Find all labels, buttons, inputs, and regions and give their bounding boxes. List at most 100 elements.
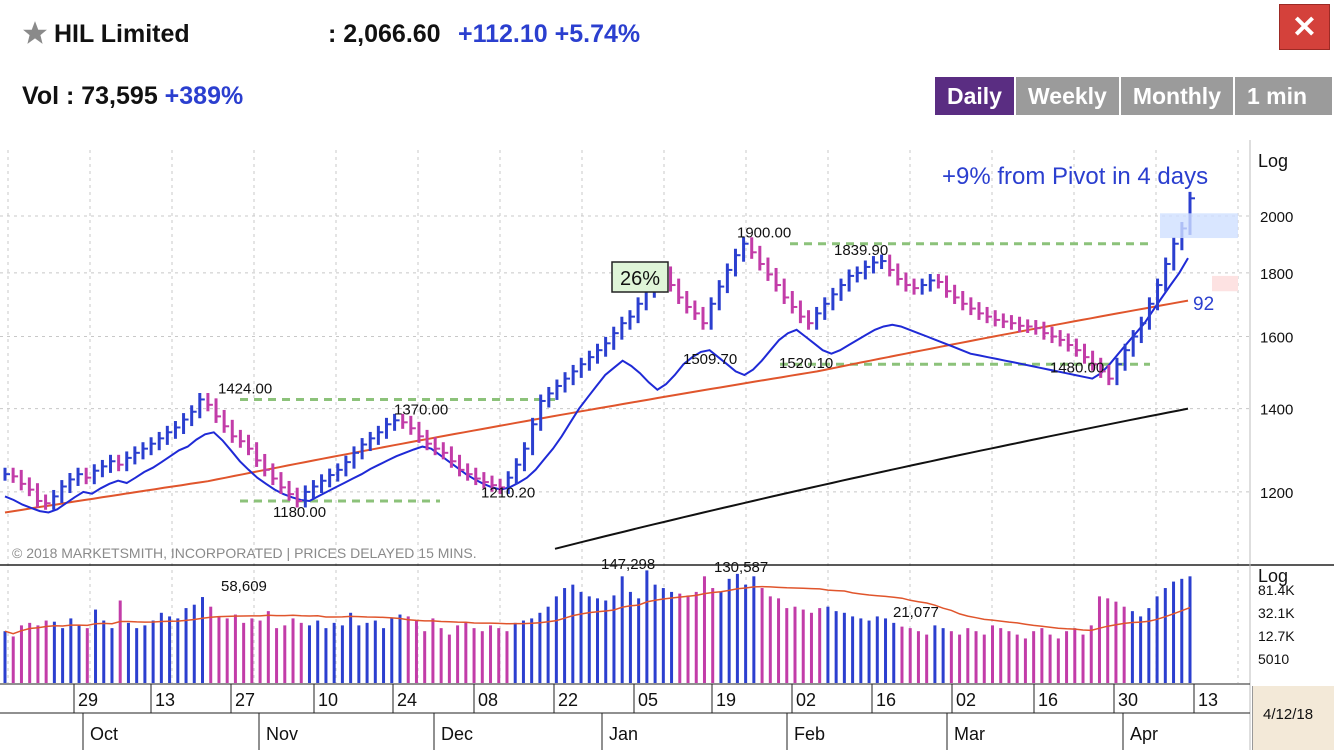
volume-bar <box>744 584 748 683</box>
chart-date: 4/12/18 <box>1263 706 1314 723</box>
month-label: Apr <box>1130 724 1158 744</box>
volume-bar <box>283 625 287 683</box>
volume-bar <box>768 596 772 683</box>
month-label: Feb <box>794 724 825 744</box>
tab-interval[interactable]: 1 min ▾ <box>1235 77 1334 147</box>
month-label: Jan <box>609 724 638 744</box>
volume-bar <box>546 606 550 683</box>
volume-label: Vol : 73,595 <box>22 82 158 110</box>
volume-bar <box>316 620 320 683</box>
volume-bar <box>1032 631 1036 683</box>
ma200-path <box>554 407 1189 550</box>
volume-tick-label: 5010 <box>1258 651 1289 667</box>
tab-monthly[interactable]: Monthly <box>1120 77 1235 115</box>
price-point-label: 1520.10 <box>779 355 833 372</box>
price-point-label: 1370.00 <box>394 401 448 418</box>
volume-bar <box>760 588 764 683</box>
day-label: 16 <box>876 690 896 710</box>
volume-bar <box>702 576 706 683</box>
day-label: 02 <box>956 690 976 710</box>
volume-point-label: 21,077 <box>893 604 939 621</box>
volume-bar <box>851 616 855 683</box>
star-icon[interactable] <box>22 20 48 46</box>
volume-bar <box>1180 578 1184 683</box>
volume-bar <box>793 606 797 683</box>
volume-ma-line <box>4 585 1191 635</box>
volume-bar <box>242 622 246 683</box>
volume-bar <box>612 595 616 683</box>
volume-bar <box>398 614 402 683</box>
volume-bar <box>538 612 542 683</box>
volume-bar <box>250 618 254 683</box>
volume-bar <box>974 631 978 683</box>
volume-bar <box>859 618 863 683</box>
copyright-label: © 2018 MARKETSMITH, INCORPORATED | PRICE… <box>12 545 477 561</box>
support-lines <box>240 242 1150 503</box>
rs-marker <box>1212 275 1238 292</box>
tab-daily[interactable]: Daily <box>935 77 1016 115</box>
month-label: Mar <box>954 724 985 744</box>
volume-bar <box>809 612 813 683</box>
volume-bar <box>941 628 945 683</box>
day-label: 16 <box>1038 690 1058 710</box>
volume-bar <box>143 625 147 683</box>
volume-bar <box>28 622 32 683</box>
chart-axes: 12001400160018002000LogLog81.4K32.1K12.7… <box>0 140 1334 750</box>
volume-bar <box>1097 596 1101 683</box>
close-button[interactable]: ✕ <box>1279 4 1330 50</box>
volume-bar <box>1023 638 1027 683</box>
volume-axis-label: Log <box>1258 566 1288 586</box>
tab-weekly[interactable]: Weekly <box>1015 77 1121 115</box>
volume-bar <box>925 634 929 683</box>
volume-bar <box>307 625 311 683</box>
volume-bar <box>604 600 608 683</box>
volume-bar <box>85 628 89 683</box>
volume-bar <box>530 618 534 683</box>
date-box: 4/12/18 <box>1252 686 1334 750</box>
stock-name: HIL Limited <box>54 20 190 48</box>
volume-bar <box>900 626 904 683</box>
volume-bar <box>834 611 838 683</box>
price-point-label: 1180.00 <box>273 504 326 521</box>
volume-bar <box>999 628 1003 683</box>
volume-bar <box>340 625 344 683</box>
volume-bar <box>1172 581 1176 683</box>
volume-bar <box>489 625 493 683</box>
day-label: 13 <box>1198 690 1218 710</box>
volume-tick-label: 12.7K <box>1258 628 1295 644</box>
ma50-path <box>4 299 1189 514</box>
volume-bar <box>456 625 460 683</box>
day-label: 05 <box>638 690 658 710</box>
volume-bar <box>3 631 7 683</box>
volume-bar <box>447 634 451 683</box>
volume-bar <box>151 620 155 683</box>
volume-bar <box>168 616 172 683</box>
volume-bar <box>752 576 756 683</box>
volume-bar <box>69 618 73 683</box>
volume-bar <box>406 616 410 683</box>
volume-bar <box>982 634 986 683</box>
volume-bar <box>645 570 649 683</box>
volume-bar <box>472 628 476 683</box>
volume-bar <box>439 628 443 683</box>
volume-bar <box>727 578 731 683</box>
pivot-zone <box>1160 213 1238 239</box>
chart-labels: +9% from Pivot in 4 days 26% 92 1424.00 1180… <box>12 163 1238 621</box>
volume-bar <box>637 598 641 683</box>
volume-bar <box>1114 601 1118 683</box>
volume-bar <box>670 591 674 683</box>
volume-bar <box>686 595 690 683</box>
volume-bar <box>678 593 682 683</box>
volume-bar <box>842 612 846 683</box>
pivot-annotation: +9% from Pivot in 4 days <box>942 163 1208 190</box>
volume-bar <box>1007 631 1011 683</box>
volume-bar <box>184 608 188 683</box>
gain-box <box>611 261 669 293</box>
volume-bar <box>596 598 599 683</box>
volume-bar <box>587 596 591 683</box>
price-axis-label: Log <box>1258 151 1288 171</box>
stock-chart[interactable]: +9% from Pivot in 4 days 26% 92 1424.00 1180… <box>0 140 1334 750</box>
day-label: 27 <box>235 690 255 710</box>
day-label: 08 <box>478 690 498 710</box>
volume-bar <box>908 628 912 683</box>
